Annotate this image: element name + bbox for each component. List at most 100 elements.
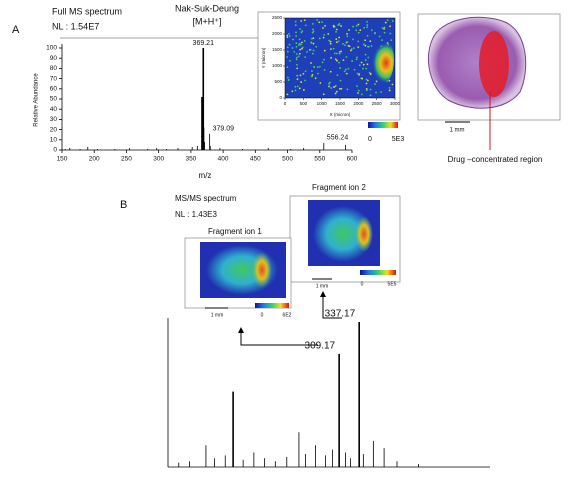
speckle (357, 23, 360, 26)
y-tick-label: 40 (50, 106, 58, 113)
image-y-tick-label: 500 (274, 79, 282, 84)
colorbar-max: 5E5 (388, 281, 397, 287)
speckle (343, 70, 346, 73)
speckle (303, 40, 306, 42)
speckle (314, 77, 317, 80)
spectrum-subtitle: NL : 1.43E3 (175, 210, 218, 219)
speckle (334, 58, 337, 61)
speckle (295, 35, 298, 37)
speckle (383, 28, 385, 30)
speckle (340, 87, 343, 90)
speckle (301, 30, 304, 33)
image-x-tick-label: 0 (284, 101, 287, 106)
speckle (294, 20, 297, 23)
ion-label: [M+H⁺] (192, 16, 221, 26)
speckle (311, 31, 314, 34)
speckle (298, 52, 301, 55)
speckle (304, 56, 307, 59)
speckle (344, 68, 347, 71)
speckle (391, 83, 394, 86)
speckle (312, 28, 314, 31)
speckle (322, 27, 324, 29)
speckle (375, 91, 377, 94)
speckle (316, 66, 319, 68)
speckle (318, 21, 321, 24)
spectra: 150 200 250 300 350 400 450 500 550 6000102030405… (46, 40, 490, 468)
colorbar-max: 6E2 (283, 312, 292, 318)
speckle (334, 84, 337, 87)
image-y-tick-label: 0 (279, 95, 282, 100)
colorbar (360, 270, 396, 275)
y-tick-label: 60 (50, 86, 58, 93)
speckle (369, 94, 372, 97)
scale-bar-label: 1 mm (316, 283, 329, 289)
speckle (302, 89, 305, 91)
speckle (336, 59, 338, 62)
speckle (335, 41, 338, 44)
speckle (352, 38, 354, 41)
x-tick-label: 300 (153, 156, 164, 163)
speckle (327, 33, 330, 35)
x-tick-label: 500 (282, 156, 293, 163)
speckle (328, 83, 330, 85)
speckle (296, 78, 299, 81)
speckle (335, 90, 338, 93)
speckle (319, 82, 322, 84)
speckle (295, 42, 298, 45)
speckle (288, 32, 290, 35)
speckle (300, 31, 303, 34)
y-tick-label: 10 (50, 137, 58, 144)
x-axis-label: m/z (199, 171, 212, 180)
speckle (286, 76, 289, 79)
speckle (350, 49, 352, 52)
speckle (288, 35, 291, 38)
speckle (291, 90, 294, 93)
spectrum-title: Full MS spectrum (52, 6, 122, 16)
speckle (348, 29, 350, 31)
speckle (297, 55, 300, 58)
speckle (304, 70, 307, 73)
speckle (301, 46, 304, 49)
speckle (338, 87, 341, 90)
speckle (337, 24, 340, 26)
speckle (295, 53, 298, 55)
speckle (312, 49, 315, 52)
y-tick-label: 50 (50, 96, 58, 103)
y-tick-label: 80 (50, 65, 58, 72)
image-x-tick-label: 500 (300, 101, 308, 106)
speckle (300, 81, 303, 83)
peak-label: 337.17 (325, 309, 356, 320)
speckle (389, 25, 391, 28)
speckle (329, 42, 332, 45)
speckle (344, 44, 346, 47)
speckle (350, 48, 353, 51)
speckle (302, 72, 305, 75)
speckle (309, 48, 312, 51)
speckle (383, 26, 386, 29)
speckle (286, 34, 289, 37)
panel-label: B (120, 199, 127, 211)
speckle (329, 70, 332, 73)
speckle (355, 24, 358, 27)
image-y-tick-label: 2000 (272, 31, 283, 36)
speckle (318, 65, 321, 68)
speckle (365, 87, 368, 90)
ms-image-hotspot (252, 252, 272, 288)
image-x-tick-label: 2000 (353, 101, 364, 106)
y-tick-label: 100 (46, 45, 57, 52)
speckle (293, 50, 296, 53)
y-tick-label: 0 (53, 147, 57, 154)
image-y-tick-label: 1500 (272, 47, 283, 52)
speckle (311, 74, 314, 76)
speckle (347, 44, 350, 47)
speckle (311, 22, 314, 25)
x-tick-label: 600 (347, 156, 358, 163)
y-tick-label: 90 (50, 55, 58, 62)
arrow (238, 327, 318, 346)
speckle (323, 49, 326, 52)
speckle (339, 67, 342, 69)
ms-image-tissue (313, 206, 373, 262)
spectrum-title: MS/MS spectrum (175, 194, 237, 203)
speckle (313, 66, 316, 68)
